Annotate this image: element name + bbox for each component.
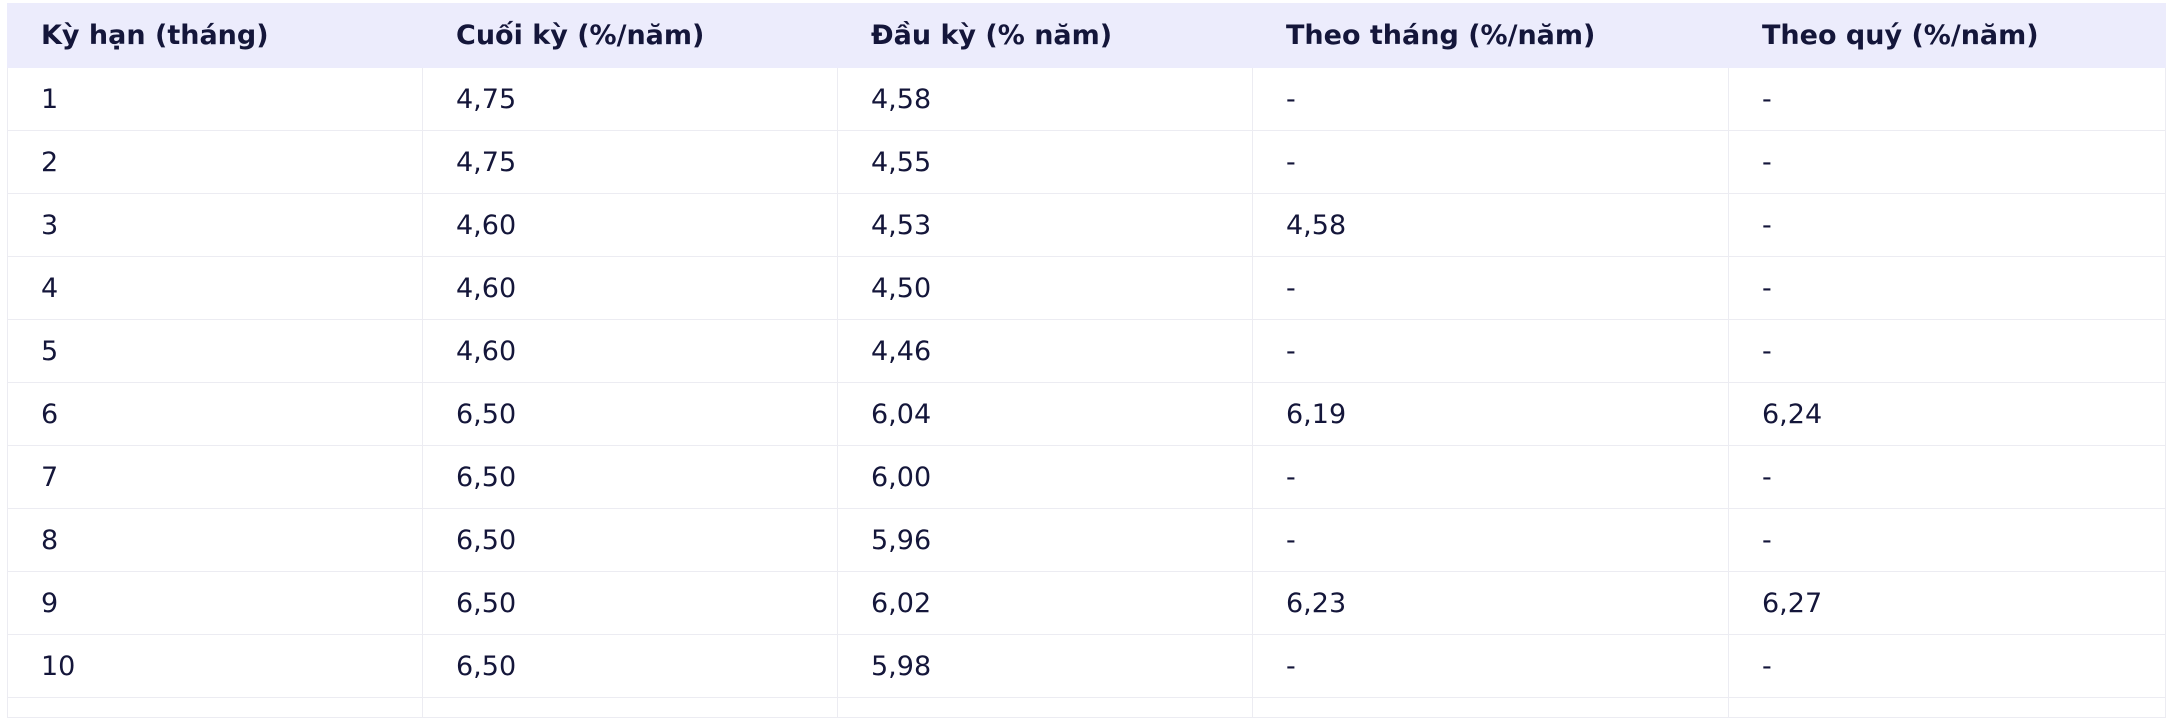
table-cell: 6,19 — [1252, 382, 1729, 446]
table-row: 2 4,75 4,55- - — [7, 130, 2166, 194]
header-cell: Đầu kỳ (% năm) — [837, 3, 1253, 68]
table-cell: - — [1728, 445, 2166, 509]
table-cell: 6,50 — [422, 445, 838, 509]
empty-cell — [7, 697, 423, 718]
table-cell: 4,58 — [837, 67, 1253, 131]
table-cell: 6,23 — [1252, 571, 1729, 635]
table-cell: - — [1252, 256, 1729, 320]
table-cell: 5 — [7, 319, 423, 383]
table-cell: 6,02 — [837, 571, 1253, 635]
table-cell: 4,75 — [422, 67, 838, 131]
table-cell: 6,50 — [422, 571, 838, 635]
rate-table: Kỳ hạn (tháng) Cuối kỳ (%/năm) Đầu kỳ (% n… — [7, 3, 2166, 718]
table-cell: 3 — [7, 193, 423, 257]
header-cell: Cuối kỳ (%/năm) — [422, 3, 838, 68]
table-cell: 6,24 — [1728, 382, 2166, 446]
table-cell: 4,58 — [1252, 193, 1729, 257]
table-body: 1 4,75 4,58- -2 4,75 4,55- -3 4,60 4,53 4,58-4 4,6… — [7, 67, 2166, 718]
header-cell: Kỳ hạn (tháng) — [7, 3, 423, 68]
table-cell: 4,60 — [422, 319, 838, 383]
table-cell: - — [1252, 508, 1729, 572]
table-cell: 6,00 — [837, 445, 1253, 509]
table-cell: - — [1252, 130, 1729, 194]
table-row: 1 4,75 4,58- - — [7, 67, 2166, 131]
table-cell: 4,55 — [837, 130, 1253, 194]
table-cell: - — [1728, 319, 2166, 383]
table-cell: - — [1728, 256, 2166, 320]
header-row: Kỳ hạn (tháng) Cuối kỳ (%/năm) Đầu kỳ (% n… — [7, 3, 2166, 68]
table-cell: 6,50 — [422, 508, 838, 572]
table-row: 8 6,50 5,96- - — [7, 508, 2166, 572]
table-cell: 6,27 — [1728, 571, 2166, 635]
table-cell: 1 — [7, 67, 423, 131]
empty-cell — [837, 697, 1253, 718]
table-cell: 4 — [7, 256, 423, 320]
table-cell: - — [1728, 193, 2166, 257]
table-cell: 4,75 — [422, 130, 838, 194]
table-cell: - — [1252, 445, 1729, 509]
table-cell: 5,96 — [837, 508, 1253, 572]
empty-cell — [1728, 697, 2166, 718]
table-cell: 6 — [7, 382, 423, 446]
table-row: 4 4,60 4,50- - — [7, 256, 2166, 320]
table-cell: - — [1728, 634, 2166, 698]
table-cell: - — [1728, 508, 2166, 572]
table-row: 6 6,50 6,04 6,19 6,24 — [7, 382, 2166, 446]
table-cell: 6,50 — [422, 382, 838, 446]
table-row: 3 4,60 4,53 4,58- — [7, 193, 2166, 257]
table-cell: 5,98 — [837, 634, 1253, 698]
table-cell: - — [1728, 67, 2166, 131]
header-cell: Theo quý (%/năm) — [1728, 3, 2166, 68]
table-cell: 4,60 — [422, 193, 838, 257]
table-row: 10 6,50 5,98- - — [7, 634, 2166, 698]
table-cell: 4,60 — [422, 256, 838, 320]
table-cell: 8 — [7, 508, 423, 572]
empty-cell — [1252, 697, 1729, 718]
table-row: 9 6,50 6,02 6,23 6,27 — [7, 571, 2166, 635]
table-cell: 10 — [7, 634, 423, 698]
empty-cell — [422, 697, 838, 718]
table-cell: 6,04 — [837, 382, 1253, 446]
table-cell: 4,53 — [837, 193, 1253, 257]
table-cell: - — [1252, 319, 1729, 383]
header-cell: Theo tháng (%/năm) — [1252, 3, 1729, 68]
table-cell: - — [1728, 130, 2166, 194]
table-cell: 6,50 — [422, 634, 838, 698]
table-row: 5 4,60 4,46- - — [7, 319, 2166, 383]
partial-row — [7, 697, 2166, 718]
table-cell: 4,46 — [837, 319, 1253, 383]
table-cell: - — [1252, 634, 1729, 698]
table-cell: - — [1252, 67, 1729, 131]
table-cell: 2 — [7, 130, 423, 194]
table-cell: 9 — [7, 571, 423, 635]
table-cell: 4,50 — [837, 256, 1253, 320]
table-cell: 7 — [7, 445, 423, 509]
table-row: 7 6,50 6,00- - — [7, 445, 2166, 509]
